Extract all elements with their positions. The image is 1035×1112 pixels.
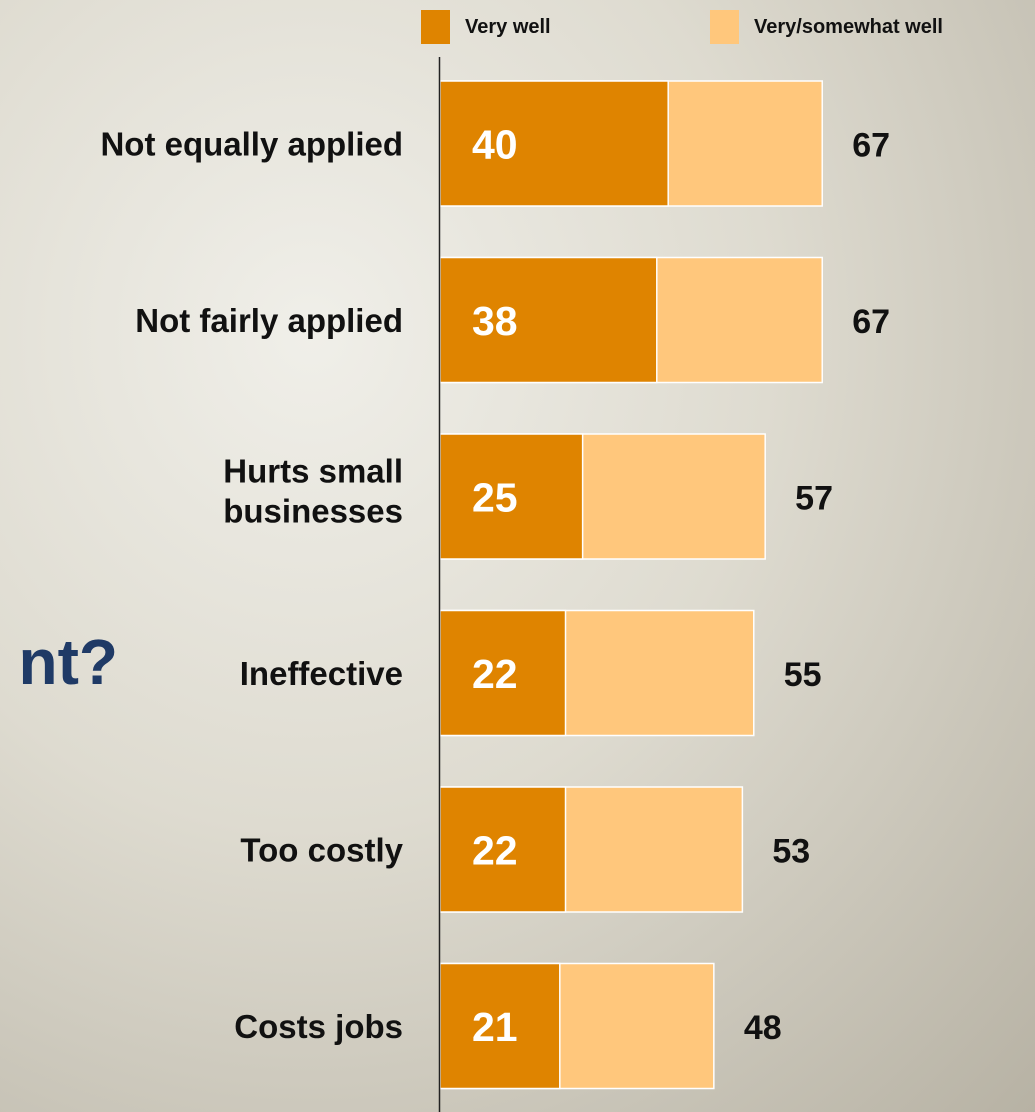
data-label-total-not-fairly-applied: 67 — [852, 303, 890, 341]
category-label-not-fairly-applied: Not fairly applied — [135, 302, 403, 339]
data-label-total-too-costly: 53 — [772, 833, 810, 871]
category-label-ineffective: Ineffective — [240, 655, 403, 692]
slide-title-fragment: nt? — [0, 622, 119, 702]
data-label-very-well-not-fairly-applied: 38 — [472, 298, 518, 344]
chart-legend: Very well Very/somewhat well — [0, 0, 1035, 50]
data-label-very-well-costs-jobs: 21 — [472, 1004, 518, 1050]
legend-label-very-well: Very well — [465, 16, 551, 38]
bar-very-well-not-fairly-applied — [439, 256, 658, 384]
bar-very-well-not-equally-applied — [439, 80, 669, 207]
data-label-very-well-not-equally-applied: 40 — [472, 122, 518, 168]
slide-title-text: nt? — [18, 626, 119, 698]
bar-very-well-costs-jobs — [439, 962, 561, 1090]
data-label-total-costs-jobs: 48 — [744, 1009, 782, 1047]
category-label-hurts-small-businesses: Hurts small businesses — [223, 453, 403, 530]
data-label-very-well-ineffective: 22 — [472, 651, 518, 697]
data-label-total-ineffective: 55 — [784, 656, 822, 694]
legend-swatch-very-well — [421, 10, 450, 44]
data-label-very-well-hurts-small-businesses: 25 — [472, 475, 518, 521]
bar-very-well-ineffective — [439, 609, 567, 737]
category-label-too-costly: Too costly — [240, 832, 403, 869]
legend-label-very-somewhat-well: Very/somewhat well — [754, 16, 943, 38]
data-label-total-not-equally-applied: 67 — [852, 127, 890, 165]
data-label-total-hurts-small-businesses: 57 — [795, 480, 833, 518]
category-label-costs-jobs: Costs jobs — [234, 1008, 403, 1045]
legend-swatch-very-somewhat-well — [710, 10, 739, 44]
bar-very-well-hurts-small-businesses — [439, 433, 584, 560]
category-label-not-equally-applied: Not equally applied — [100, 126, 403, 163]
data-label-very-well-too-costly: 22 — [472, 828, 518, 874]
bar-very-well-too-costly — [439, 786, 567, 913]
